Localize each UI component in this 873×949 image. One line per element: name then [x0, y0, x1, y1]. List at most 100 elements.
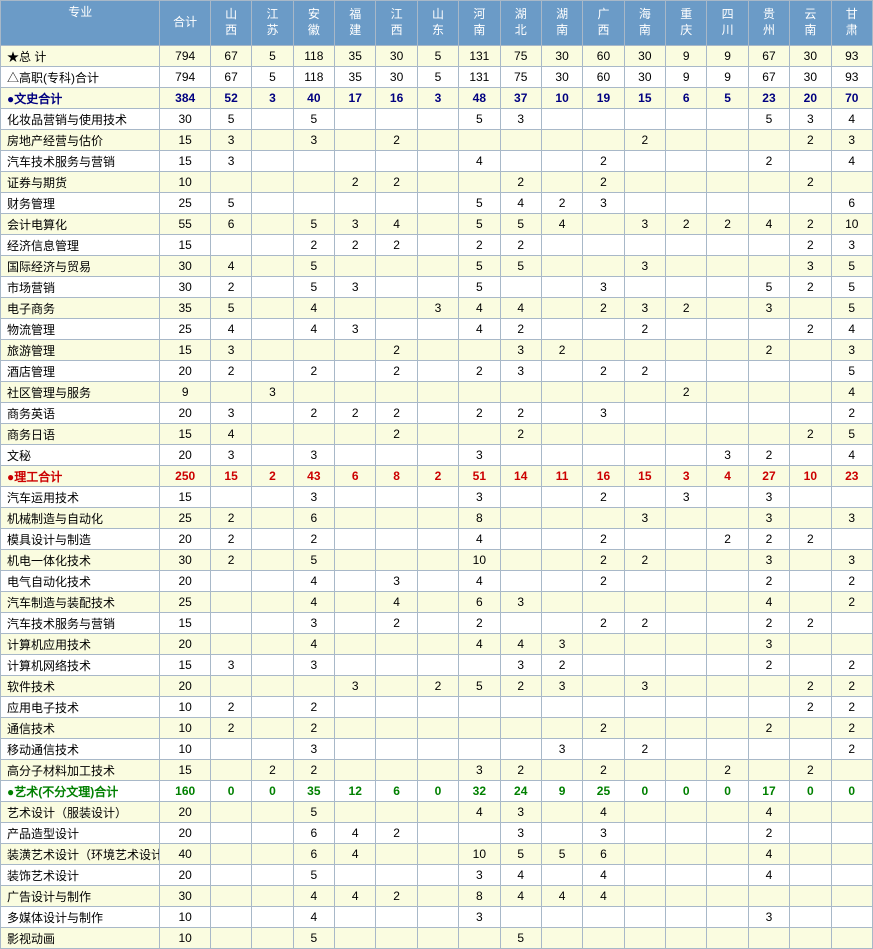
cell [707, 844, 748, 865]
cell: 2 [293, 361, 334, 382]
cell [417, 361, 458, 382]
cell [666, 235, 707, 256]
cell [417, 823, 458, 844]
cell: 9 [666, 67, 707, 88]
cell [748, 172, 789, 193]
cell: 3 [541, 676, 582, 697]
cell: 2 [500, 172, 541, 193]
cell: 20 [160, 802, 210, 823]
cell: 2 [790, 529, 831, 550]
cell: 6 [335, 466, 376, 487]
cell: 37 [500, 88, 541, 109]
row-label: 电子商务 [1, 298, 160, 319]
cell: 4 [459, 298, 500, 319]
cell: 3 [583, 193, 624, 214]
table-row: 财务管理25554236 [1, 193, 873, 214]
cell: 9 [541, 781, 582, 802]
cell [210, 886, 251, 907]
cell: 5 [252, 46, 293, 67]
cell: 3 [541, 634, 582, 655]
cell: 16 [583, 466, 624, 487]
cell [583, 592, 624, 613]
cell: 5 [831, 298, 872, 319]
table-row: 计算机网络技术15333222 [1, 655, 873, 676]
cell: 2 [293, 760, 334, 781]
cell [748, 193, 789, 214]
cell [417, 886, 458, 907]
cell [541, 109, 582, 130]
cell [831, 928, 872, 949]
cell: 23 [748, 88, 789, 109]
cell: 2 [210, 697, 251, 718]
cell: 3 [831, 130, 872, 151]
cell [707, 424, 748, 445]
col-7: 山东 [417, 1, 458, 46]
cell [624, 172, 665, 193]
cell: 4 [831, 109, 872, 130]
row-label: 产品造型设计 [1, 823, 160, 844]
row-label: 经济信息管理 [1, 235, 160, 256]
cell [541, 277, 582, 298]
table-row: 国际经济与贸易304555335 [1, 256, 873, 277]
cell: 30 [160, 109, 210, 130]
cell: 6 [293, 844, 334, 865]
cell [624, 697, 665, 718]
cell [376, 739, 417, 760]
cell [210, 592, 251, 613]
cell: 2 [831, 571, 872, 592]
cell: 2 [210, 718, 251, 739]
row-label: 国际经济与贸易 [1, 256, 160, 277]
cell [541, 928, 582, 949]
cell [541, 319, 582, 340]
cell: 9 [707, 46, 748, 67]
cell: 5 [831, 361, 872, 382]
cell: 3 [252, 382, 293, 403]
cell [335, 298, 376, 319]
cell: 20 [160, 403, 210, 424]
cell: 3 [790, 256, 831, 277]
cell [417, 718, 458, 739]
cell: 4 [500, 865, 541, 886]
cell: 20 [790, 88, 831, 109]
cell: 3 [624, 214, 665, 235]
cell [624, 907, 665, 928]
row-label: 会计电算化 [1, 214, 160, 235]
cell [459, 697, 500, 718]
cell: 2 [748, 151, 789, 172]
cell [583, 235, 624, 256]
cell: 0 [831, 781, 872, 802]
cell: 2 [293, 235, 334, 256]
cell [500, 382, 541, 403]
row-label: 酒店管理 [1, 361, 160, 382]
plan-table: 专业合计山西江苏安徽福建江西山东河南湖北湖南广西海南重庆四川贵州云南甘肃 ★总 … [0, 0, 873, 949]
cell: 5 [831, 277, 872, 298]
cell: 4 [831, 445, 872, 466]
cell: 67 [210, 46, 251, 67]
cell: 4 [500, 886, 541, 907]
row-label: 多媒体设计与制作 [1, 907, 160, 928]
cell [376, 907, 417, 928]
cell: 3 [252, 88, 293, 109]
cell [707, 403, 748, 424]
cell [335, 592, 376, 613]
cell [376, 487, 417, 508]
cell [335, 718, 376, 739]
cell: 3 [624, 256, 665, 277]
row-label: 装潢艺术设计（环境艺术设计） [1, 844, 160, 865]
cell: 5 [210, 298, 251, 319]
cell: 2 [624, 130, 665, 151]
cell: 4 [541, 886, 582, 907]
cell: 2 [790, 319, 831, 340]
cell [666, 130, 707, 151]
cell [790, 739, 831, 760]
cell: 15 [160, 151, 210, 172]
cell: 2 [252, 466, 293, 487]
cell [541, 571, 582, 592]
cell: 5 [293, 802, 334, 823]
cell: 2 [541, 193, 582, 214]
cell [666, 256, 707, 277]
cell: 131 [459, 46, 500, 67]
row-label: ●艺术(不分文理)合计 [1, 781, 160, 802]
cell [210, 802, 251, 823]
cell [666, 529, 707, 550]
